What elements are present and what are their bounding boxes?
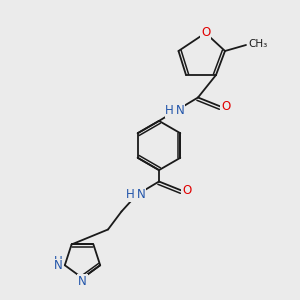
Text: O: O xyxy=(182,184,191,197)
Text: O: O xyxy=(201,26,210,40)
Text: CH₃: CH₃ xyxy=(248,39,268,50)
Text: H: H xyxy=(165,104,174,118)
Text: O: O xyxy=(221,100,230,113)
Text: H: H xyxy=(126,188,135,202)
Text: N: N xyxy=(176,104,184,118)
Text: N: N xyxy=(78,275,87,288)
Text: H: H xyxy=(54,255,62,268)
Text: N: N xyxy=(136,188,145,202)
Text: N: N xyxy=(54,259,62,272)
